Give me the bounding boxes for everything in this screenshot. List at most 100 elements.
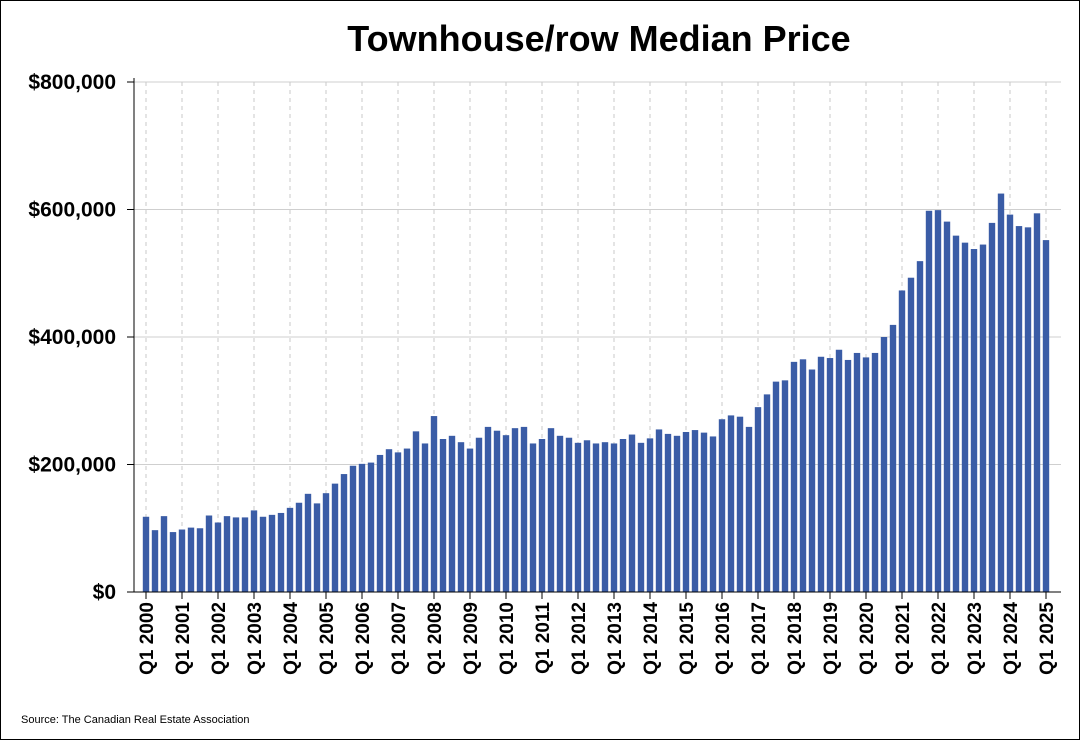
bar: Q3 2018: [808, 369, 816, 592]
x-tick-label: Q1 2003: [245, 602, 266, 675]
chart-title: Townhouse/row Median Price: [347, 18, 850, 59]
bar: Q3 2013: [628, 434, 636, 592]
bar: Q3 2001: [196, 528, 204, 592]
bar: Q2 2001: [187, 527, 195, 592]
x-tick-label: Q1 2025: [1037, 602, 1058, 675]
x-tick-label: Q1 2009: [461, 602, 482, 675]
bar: Q4 2004: [313, 503, 321, 592]
bar: Q1 2007: [394, 452, 402, 592]
bar: Q3 2023: [988, 222, 996, 592]
bar: Q1 2024: [1006, 214, 1014, 592]
bar: Q3 2016: [736, 416, 744, 592]
x-tick-label: Q1 2010: [497, 602, 518, 675]
bar: Q1 2005: [322, 493, 330, 592]
x-tick-label: Q1 2014: [641, 602, 662, 675]
bar: Q3 2024: [1024, 227, 1032, 592]
bar: Q4 2008: [457, 442, 465, 592]
bar: Q1 2011: [538, 439, 546, 592]
bar: Q4 2014: [673, 435, 681, 592]
x-tick-label: Q1 2004: [281, 602, 302, 675]
bar: Q3 2007: [412, 431, 420, 592]
bar: Q2 2005: [331, 483, 339, 593]
bar: Q4 2021: [925, 210, 933, 592]
x-tick-label: Q1 2017: [749, 602, 770, 675]
bar: Q2 2010: [511, 428, 519, 592]
bar: Q4 2012: [601, 442, 609, 592]
bar: Q4 2023: [997, 193, 1005, 592]
bar: Q3 2012: [592, 443, 600, 592]
bar: Q3 2009: [484, 426, 492, 592]
y-tick-label: $800,000: [28, 71, 116, 94]
bar: Q3 2021: [916, 261, 924, 592]
y-tick-label: $0: [93, 581, 116, 604]
y-tick-label: $600,000: [28, 199, 116, 222]
bar: Q2 2017: [763, 394, 771, 593]
bar: Q3 2014: [664, 433, 672, 592]
bar: Q4 2016: [745, 426, 753, 592]
bar: Q1 2015: [682, 431, 690, 592]
bar: Q4 2007: [421, 443, 429, 592]
bar: Q4 2002: [241, 517, 249, 592]
bar: Q4 2015: [709, 436, 717, 592]
bar: Q4 2013: [637, 442, 645, 592]
bar: Q3 2002: [232, 517, 240, 592]
bar: Q2 2011: [547, 428, 555, 592]
bar: Q4 2003: [277, 512, 285, 592]
bar: Q3 2011: [556, 435, 564, 592]
bar: Q3 2004: [304, 493, 312, 592]
bar: Q4 2006: [385, 449, 393, 592]
x-tick-label: Q1 2000: [137, 602, 158, 675]
bar: Q3 2019: [844, 359, 852, 592]
x-tick-label: Q1 2021: [893, 602, 914, 675]
bar: Q1 2018: [790, 361, 798, 592]
bar: Q3 2022: [952, 235, 960, 592]
bar: Q2 2000: [151, 530, 159, 592]
bar: Q1 2025: [1042, 240, 1050, 592]
bar: Q4 2024: [1033, 213, 1041, 592]
bar: Q1 2010: [502, 435, 510, 592]
chart-source: Source: The Canadian Real Estate Associa…: [21, 714, 250, 726]
bar: Q2 2007: [403, 448, 411, 592]
bar: Q3 2003: [268, 514, 276, 592]
x-tick-label: Q1 2012: [569, 602, 590, 675]
bar: Q2 2006: [367, 462, 375, 592]
bar: Q1 2014: [646, 438, 654, 592]
x-tick-label: Q1 2001: [173, 602, 194, 675]
bar: Q2 2016: [727, 415, 735, 592]
bar: Q4 2017: [781, 380, 789, 592]
bar: Q2 2013: [619, 439, 627, 592]
bar: Q1 2017: [754, 407, 762, 593]
bar: Q2 2018: [799, 359, 807, 592]
bar: Q2 2023: [979, 244, 987, 592]
bar: Q1 2023: [970, 249, 978, 592]
x-tick-label: Q1 2019: [821, 602, 842, 675]
bar: Q1 2003: [250, 510, 258, 592]
bar: Q3 2000: [160, 516, 168, 592]
bar: Q4 2018: [817, 356, 825, 592]
x-tick-label: Q1 2016: [713, 602, 734, 675]
x-tick-label: Q1 2005: [317, 602, 338, 675]
bar: Q1 2016: [718, 419, 726, 592]
bar: Q4 2020: [889, 324, 897, 592]
bar: Q1 2019: [826, 358, 834, 592]
bar: Q1 2022: [934, 210, 942, 592]
bar: Q2 2024: [1015, 226, 1023, 592]
axes-layer: [133, 78, 1061, 593]
x-tick-label: Q1 2007: [389, 602, 410, 675]
bar: Q3 2020: [880, 337, 888, 592]
bar: Q4 2010: [529, 443, 537, 592]
bar: Q2 2008: [439, 439, 447, 592]
x-tick-label: Q1 2023: [965, 602, 986, 675]
x-tick-label: Q1 2002: [209, 602, 230, 675]
x-tick-label: Q1 2006: [353, 602, 374, 675]
bar: Q3 2008: [448, 435, 456, 592]
bar: Q2 2003: [259, 516, 267, 592]
bar: Q4 2000: [169, 532, 177, 592]
bar: Q2 2021: [907, 277, 915, 592]
bar: Q1 2009: [466, 448, 474, 592]
bar: Q2 2004: [295, 502, 303, 592]
x-tick-label: Q1 2011: [533, 602, 554, 674]
bar: Q4 2009: [493, 430, 501, 592]
ticks-layer: $0 $200,000 $400,000 $600,000 $800,000 Q1 200…: [28, 71, 1058, 675]
